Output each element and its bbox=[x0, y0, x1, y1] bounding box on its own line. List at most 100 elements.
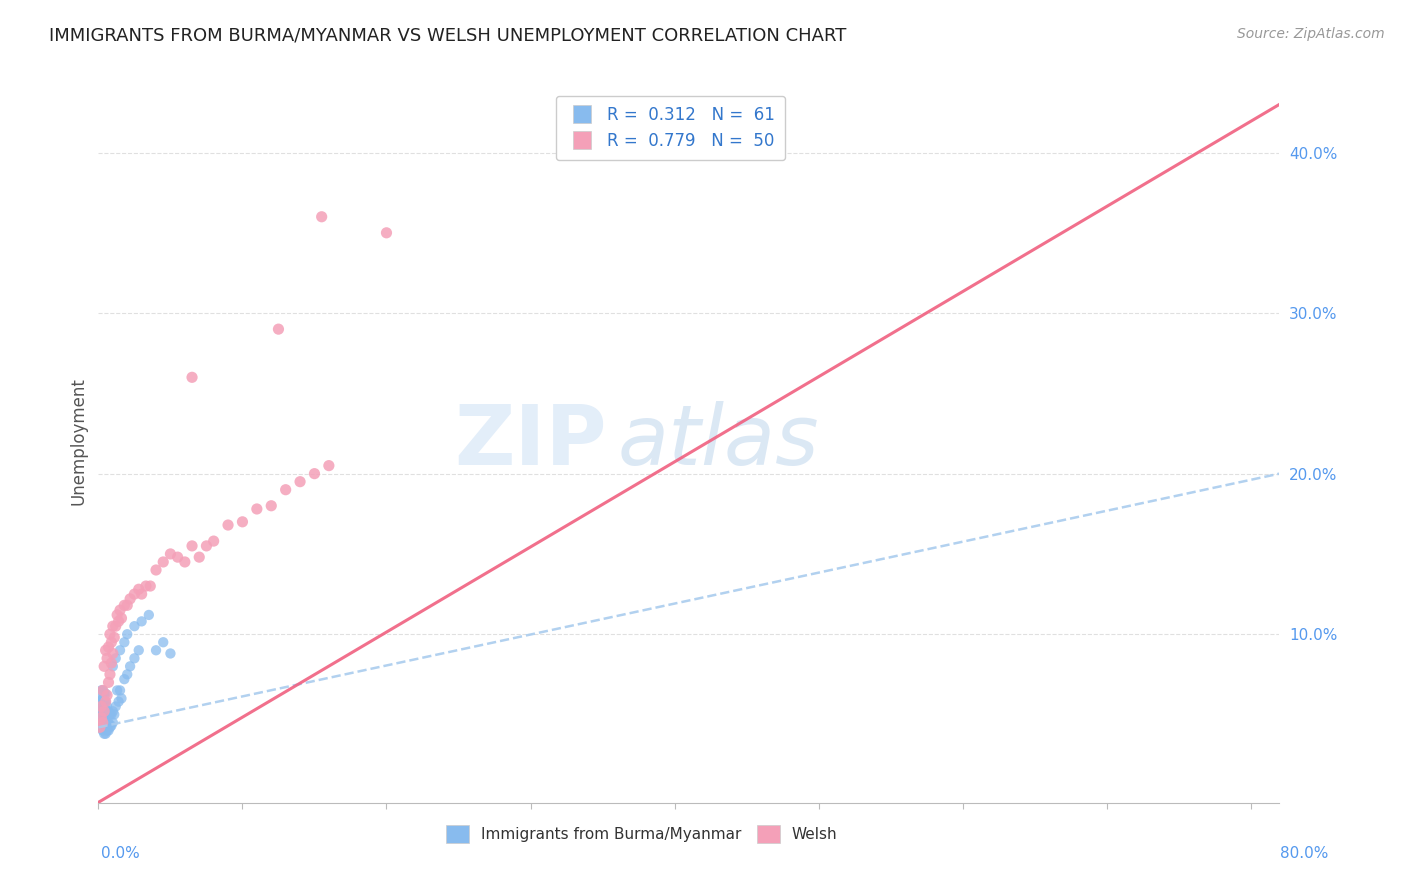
Point bbox=[101, 715, 124, 730]
Point bbox=[90, 683, 112, 698]
Point bbox=[318, 458, 340, 473]
Point bbox=[90, 703, 112, 717]
Point bbox=[100, 707, 122, 722]
Point bbox=[181, 370, 204, 384]
Point bbox=[173, 555, 195, 569]
Point bbox=[96, 699, 118, 714]
Point bbox=[124, 587, 146, 601]
Point bbox=[120, 591, 142, 606]
Point bbox=[90, 691, 112, 706]
Point bbox=[274, 483, 297, 497]
Point bbox=[101, 659, 124, 673]
Point bbox=[267, 322, 290, 336]
Point bbox=[217, 518, 239, 533]
Text: 0.0%: 0.0% bbox=[101, 847, 141, 861]
Point bbox=[166, 550, 188, 565]
Point bbox=[96, 723, 118, 738]
Point bbox=[89, 695, 111, 709]
Point bbox=[90, 720, 112, 734]
Point bbox=[115, 627, 138, 641]
Point bbox=[145, 563, 167, 577]
Point bbox=[108, 643, 131, 657]
Point bbox=[100, 635, 122, 649]
Point bbox=[110, 611, 132, 625]
Point bbox=[101, 647, 124, 661]
Point bbox=[139, 579, 162, 593]
Point bbox=[93, 704, 115, 718]
Point bbox=[96, 707, 118, 722]
Point bbox=[90, 712, 112, 726]
Point bbox=[112, 599, 135, 613]
Point bbox=[311, 210, 333, 224]
Point bbox=[135, 579, 157, 593]
Point bbox=[91, 699, 114, 714]
Point bbox=[188, 550, 211, 565]
Point bbox=[145, 643, 167, 657]
Point bbox=[101, 704, 124, 718]
Point bbox=[97, 704, 120, 718]
Point bbox=[93, 659, 115, 673]
Point bbox=[108, 603, 131, 617]
Point bbox=[93, 695, 115, 709]
Point bbox=[110, 691, 132, 706]
Point bbox=[91, 707, 114, 722]
Point bbox=[138, 607, 160, 622]
Point bbox=[98, 667, 121, 681]
Point bbox=[159, 647, 181, 661]
Point bbox=[96, 651, 118, 665]
Point bbox=[94, 695, 117, 709]
Point bbox=[94, 719, 117, 733]
Point bbox=[104, 619, 127, 633]
Point bbox=[104, 651, 127, 665]
Text: Source: ZipAtlas.com: Source: ZipAtlas.com bbox=[1237, 27, 1385, 41]
Point bbox=[124, 651, 146, 665]
Point bbox=[131, 615, 153, 629]
Point bbox=[131, 587, 153, 601]
Point bbox=[112, 672, 135, 686]
Point bbox=[115, 599, 138, 613]
Point bbox=[115, 667, 138, 681]
Point bbox=[105, 683, 128, 698]
Point bbox=[100, 719, 122, 733]
Point bbox=[152, 635, 174, 649]
Point bbox=[98, 720, 121, 734]
Point bbox=[202, 534, 225, 549]
Point bbox=[89, 720, 111, 734]
Point bbox=[93, 703, 115, 717]
Point bbox=[246, 502, 269, 516]
Point bbox=[231, 515, 253, 529]
Point bbox=[195, 539, 218, 553]
Point bbox=[94, 703, 117, 717]
Point bbox=[94, 727, 117, 741]
Point bbox=[128, 643, 150, 657]
Point bbox=[91, 683, 114, 698]
Point bbox=[91, 683, 114, 698]
Point bbox=[97, 723, 120, 738]
Point bbox=[90, 699, 112, 714]
Point bbox=[90, 711, 112, 725]
Point bbox=[94, 711, 117, 725]
Point bbox=[91, 715, 114, 730]
Point bbox=[304, 467, 326, 481]
Point bbox=[91, 715, 114, 730]
Point bbox=[152, 555, 174, 569]
Point bbox=[288, 475, 311, 489]
Point bbox=[103, 631, 125, 645]
Point bbox=[97, 675, 120, 690]
Point bbox=[375, 226, 398, 240]
Point bbox=[104, 699, 127, 714]
Point bbox=[91, 691, 114, 706]
Legend: Immigrants from Burma/Myanmar, Welsh: Immigrants from Burma/Myanmar, Welsh bbox=[440, 819, 844, 849]
Point bbox=[96, 688, 118, 702]
Point bbox=[93, 711, 115, 725]
Point bbox=[107, 695, 129, 709]
Point bbox=[100, 656, 122, 670]
Point bbox=[89, 704, 111, 718]
Point bbox=[98, 707, 121, 722]
Point bbox=[93, 719, 115, 733]
Point bbox=[128, 582, 150, 597]
Point bbox=[260, 499, 283, 513]
Point bbox=[107, 615, 129, 629]
Text: 80.0%: 80.0% bbox=[1281, 847, 1329, 861]
Point bbox=[93, 687, 115, 701]
